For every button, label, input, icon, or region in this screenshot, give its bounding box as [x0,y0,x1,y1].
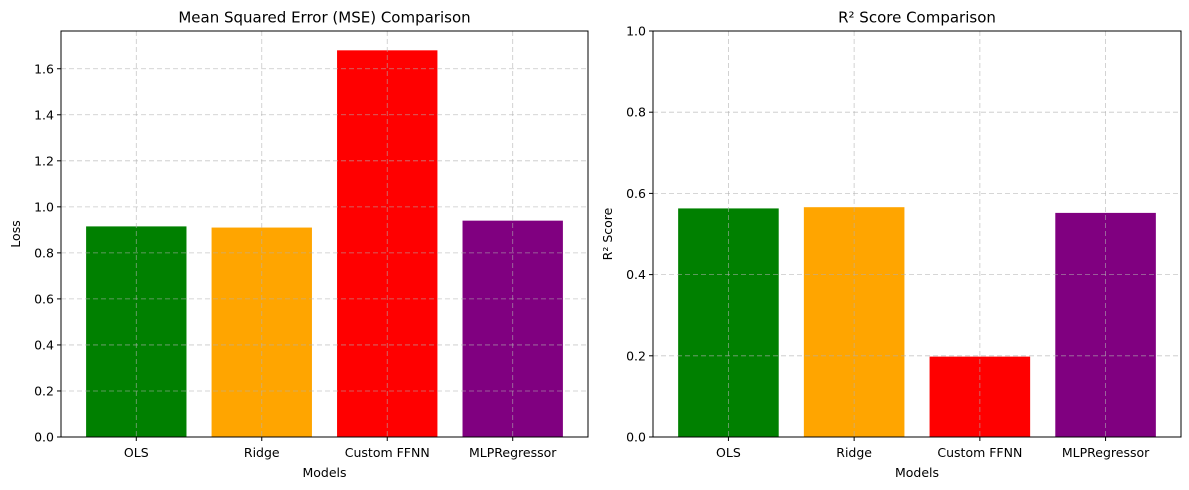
mse-chart-y-axis-label: Loss [8,220,23,247]
r2-chart-axes-frame [652,30,1182,438]
mse-chart-y-tick-label-2: 0.4 [34,337,54,352]
r2-chart-y-tick-label-0: 0.0 [626,430,646,445]
mse-chart-y-tick-label-1: 0.2 [34,383,54,398]
r2-chart-y-tick-label-5: 1.0 [626,24,646,39]
r2-chart-title: R² Score Comparison [838,9,996,27]
mse-chart-y-tick-label-5: 1.0 [34,199,54,214]
mse-chart-y-tick-label-3: 0.6 [34,291,54,306]
mse-chart-x-tick-label-0: OLS [124,445,149,460]
r2-chart-y-tick-label-4: 0.8 [626,105,646,120]
r2-chart: R² Score Comparison Models R² Score 0.0 0… [600,9,1182,480]
mse-chart-x-tick-label-3: MLPRegressor [469,445,557,460]
r2-chart-x-tick-label-0: OLS [716,445,741,460]
r2-chart-x-tick-label-1: Ridge [836,445,872,460]
mse-chart-title: Mean Squared Error (MSE) Comparison [178,9,470,27]
mse-chart-y-tick-label-4: 0.8 [34,245,54,260]
mse-chart-y-tick-label-6: 1.2 [34,153,54,168]
r2-chart-y-tick-label-2: 0.4 [626,267,646,282]
r2-chart-y-axis-label: R² Score [600,207,615,260]
r2-chart-y-tick-label-1: 0.2 [626,348,646,363]
mse-chart: Mean Squared Error (MSE) Comparison Mode… [8,9,589,480]
mse-chart-y-tick-label-8: 1.6 [34,61,54,76]
r2-chart-x-tick-label-2: Custom FFNN [937,445,1022,460]
mse-chart-x-tick-label-1: Ridge [244,445,280,460]
mse-chart-x-tick-label-2: Custom FFNN [345,445,430,460]
r2-chart-x-tick-label-3: MLPRegressor [1062,445,1150,460]
mse-chart-y-tick-label-7: 1.4 [34,107,54,122]
mse-chart-axes-frame [60,30,589,438]
r2-chart-y-tick-label-3: 0.6 [626,186,646,201]
mse-chart-x-axis-label: Models [302,465,346,480]
mse-chart-y-tick-label-0: 0.0 [34,430,54,445]
r2-chart-x-axis-label: Models [895,465,939,480]
